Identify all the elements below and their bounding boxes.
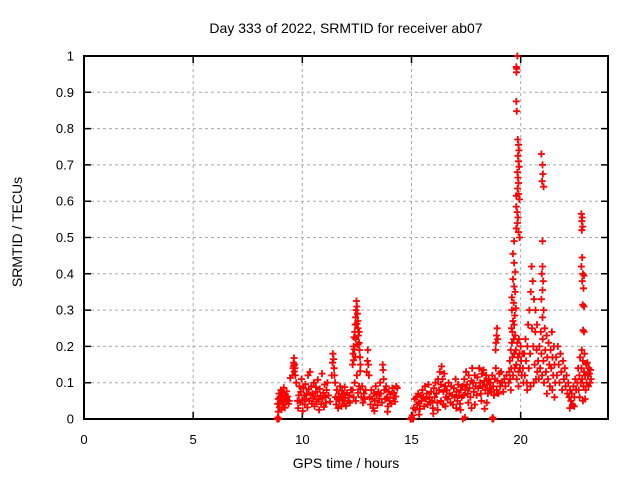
y-tick-label: 0.8	[56, 121, 74, 136]
y-tick-label: 0.5	[56, 230, 74, 245]
tick-labels: 0 5 10 15 20 0 0.1 0.2 0.3 0.4 0.5 0.6 0.7 0.8 0.9 1	[56, 49, 528, 448]
y-tick-label: 0.4	[56, 266, 74, 281]
scatter-markers	[273, 52, 595, 423]
y-tick-label: 0.9	[56, 85, 74, 100]
chart-title: Day 333 of 2022, SRMTID for receiver ab0…	[209, 20, 482, 36]
y-tick-label: 0.1	[56, 375, 74, 390]
y-tick-label: 0	[67, 412, 74, 427]
x-tick-label: 5	[190, 432, 197, 447]
tick-marks	[83, 55, 608, 420]
data-points	[273, 52, 595, 423]
grid-path	[85, 57, 607, 418]
y-tick-label: 1	[67, 49, 74, 64]
x-tick-label: 10	[295, 432, 309, 447]
y-tick-label: 0.7	[56, 157, 74, 172]
gridlines	[85, 57, 607, 418]
y-tick-label: 0.6	[56, 194, 74, 209]
y-tick-label: 0.3	[56, 303, 74, 318]
x-tick-label: 0	[80, 432, 87, 447]
x-tick-label: 15	[404, 432, 418, 447]
x-tick-label: 20	[513, 432, 527, 447]
y-axis-label: SRMTID / TECUs	[9, 177, 25, 287]
axis-ticks	[83, 55, 608, 420]
x-axis-label: GPS time / hours	[293, 455, 400, 471]
y-tick-label: 0.2	[56, 339, 74, 354]
